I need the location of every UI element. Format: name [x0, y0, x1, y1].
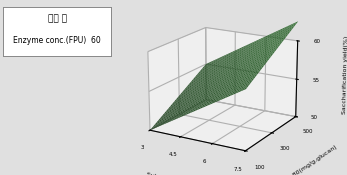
- Text: 고정 값: 고정 값: [48, 15, 67, 24]
- X-axis label: Substrate conc.(%): Substrate conc.(%): [146, 172, 205, 175]
- Text: Enzyme conc.(FPU)  60: Enzyme conc.(FPU) 60: [14, 36, 101, 45]
- Y-axis label: Tween 80(mg/g.glucan): Tween 80(mg/g.glucan): [274, 144, 338, 175]
